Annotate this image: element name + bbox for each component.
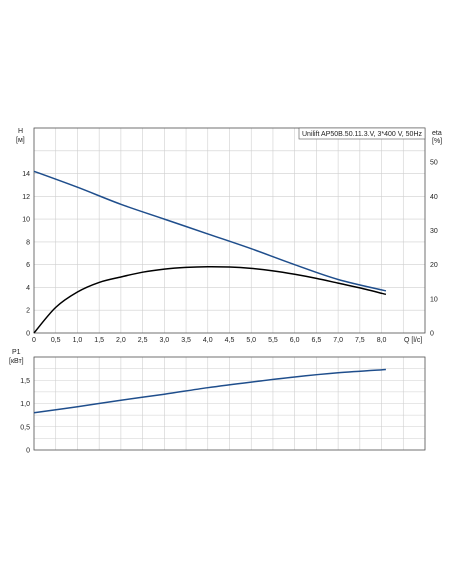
y-left-tick-label: 0: [26, 331, 30, 338]
power-axis-name: P1: [12, 349, 21, 356]
power-tick-label: 0: [26, 448, 30, 455]
x-axis-label: Q [l/c]: [404, 337, 422, 344]
lower-plot-frame: [33, 356, 426, 451]
y-left-tick-label: 14: [22, 171, 30, 178]
head-curve: [33, 170, 387, 292]
chart-title-box: [298, 127, 426, 140]
x-tick-label: 0: [32, 337, 36, 344]
data-series: [33, 170, 387, 414]
y-right-tick-label: 30: [430, 228, 438, 235]
x-tick-label: 2,5: [138, 337, 148, 344]
y-right-tick-label: 50: [430, 160, 438, 167]
power-tick-label: 1,0: [20, 401, 30, 408]
y-right-tick-label: 20: [430, 262, 438, 269]
x-tick-label: 2,0: [116, 337, 126, 344]
y-left-tick-label: 8: [26, 239, 30, 246]
y-axis-right-name: eta: [432, 130, 442, 137]
y-left-tick-label: 2: [26, 308, 30, 315]
tick-labels: 0 0,5 1,0 1,5 2,0 2,5 3,0 3,5 4,0 4,5 5,0 5,5 6,0 6,5…: [20, 160, 438, 455]
y-left-tick-label: 6: [26, 262, 30, 269]
x-tick-label: 7,5: [355, 337, 365, 344]
x-tick-label: 5,0: [246, 337, 256, 344]
x-tick-label: 7,0: [333, 337, 343, 344]
y-left-tick-label: 12: [22, 194, 30, 201]
y-right-tick-label: 0: [430, 331, 434, 338]
y-axis-left-name: H: [18, 128, 23, 135]
chart-title: Unilift AP50B.50.11.3.V, 3*400 V, 50Hz: [302, 131, 422, 138]
y-axis-left-unit: [м]: [16, 137, 25, 144]
x-tick-label: 4,5: [225, 337, 235, 344]
x-tick-label: 3,0: [159, 337, 169, 344]
y-axis-right-unit: [%]: [432, 138, 442, 145]
x-tick-label: 1,0: [73, 337, 83, 344]
x-tick-label: 0,5: [51, 337, 61, 344]
x-tick-label: 6,0: [290, 337, 300, 344]
power-curve: [33, 368, 386, 414]
power-tick-label: 0,5: [20, 424, 30, 431]
efficiency-curve: [33, 265, 387, 334]
y-right-tick-label: 40: [430, 194, 438, 201]
x-tick-label: 5,5: [268, 337, 278, 344]
x-tick-label: 6,5: [312, 337, 322, 344]
power-axis-unit: [кВт]: [9, 358, 24, 365]
y-left-tick-label: 10: [22, 217, 30, 224]
x-tick-label: 8,0: [377, 337, 387, 344]
upper-plot-frame: [33, 127, 426, 334]
x-tick-label: 3,5: [181, 337, 191, 344]
y-right-tick-label: 10: [430, 296, 438, 303]
y-left-tick-label: 4: [26, 285, 30, 292]
x-tick-label: 4,0: [203, 337, 213, 344]
x-tick-label: 1,5: [94, 337, 104, 344]
power-tick-label: 1,5: [20, 378, 30, 385]
